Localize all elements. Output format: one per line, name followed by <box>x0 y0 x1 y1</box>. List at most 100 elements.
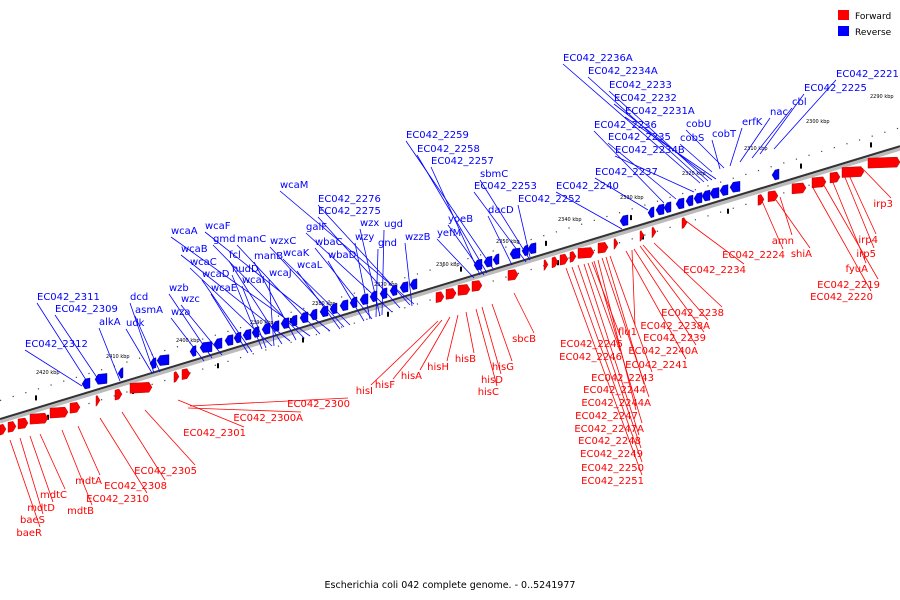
leader-line <box>565 267 643 476</box>
reverse-gene <box>233 331 242 344</box>
leader-line <box>77 425 101 476</box>
leader-line <box>479 179 531 261</box>
leader-line <box>54 314 101 383</box>
tick-label: 2340 kbp <box>558 217 582 223</box>
tick-label: 2400 kbp <box>176 338 200 344</box>
forward-gene-label-mdtd: mdtD <box>27 503 55 514</box>
reverse-gene <box>319 305 329 318</box>
tick-label: 2420 kbp <box>36 370 60 376</box>
leader-line <box>187 407 302 413</box>
reverse-gene-label-cobt: cobT <box>712 129 737 140</box>
leader-line <box>129 302 155 374</box>
reverse-gene-label-wzc: wzc <box>181 294 200 305</box>
reverse-gene-label-wcai: wcaI <box>242 275 265 286</box>
leader-line <box>609 255 653 373</box>
reverse-gene <box>261 323 271 335</box>
reverse-gene-label-wcad: wcaD <box>202 269 230 280</box>
reverse-gene-label-wcaf: wcaF <box>205 221 231 232</box>
leader-line <box>125 328 153 374</box>
leader-line <box>639 245 705 333</box>
forward-gene-label-ec042-2241: EC042_2241 <box>625 360 688 371</box>
tick-mark <box>460 266 462 272</box>
leader-line <box>180 254 291 342</box>
tick-label: 2370 kbp <box>374 282 398 288</box>
forward-gene-label-ec042-2219: EC042_2219 <box>817 280 880 291</box>
reverse-gene <box>473 258 483 271</box>
reverse-gene <box>771 168 780 181</box>
leader-line <box>487 215 513 266</box>
reverse-gene <box>213 337 223 350</box>
leader-line <box>24 349 83 387</box>
reverse-gene-label-yefm: yefM <box>437 228 461 239</box>
reverse-gene-label-wcaj: wcaJ <box>269 268 292 279</box>
forward-gene <box>129 382 153 394</box>
forward-gene-label-ec042-2239: EC042_2239 <box>643 333 706 344</box>
leader-line <box>241 285 267 349</box>
forward-gene <box>181 368 191 380</box>
reverse-gene <box>509 247 521 260</box>
forward-gene-label-ec042-2234: EC042_2234 <box>683 265 746 276</box>
reverse-gene-label-cobs: cobS <box>680 133 704 144</box>
reverse-gene-label-ec042-2231a: EC042_2231A <box>625 106 695 117</box>
reverse-gene-label-sbmc: sbmC <box>480 169 508 180</box>
leader-line <box>9 439 41 528</box>
leader-line <box>773 79 837 150</box>
leader-line <box>446 314 459 362</box>
leader-line <box>36 302 89 384</box>
reverse-gene-label-ec042-2259: EC042_2259 <box>406 130 469 141</box>
reverse-gene-label-ec042-2309: EC042_2309 <box>55 304 118 315</box>
leader-line <box>180 304 223 356</box>
legend-forward-label: Forward <box>855 12 891 22</box>
tick-mark <box>302 337 304 343</box>
forward-gene <box>757 194 765 206</box>
reverse-gene-label-ec042-2235: EC042_2235 <box>608 132 671 143</box>
leader-line <box>305 232 393 313</box>
leader-line <box>594 177 649 211</box>
forward-gene-label-ec042-2248: EC042_2248 <box>578 436 641 447</box>
reverse-gene-label-wzy: wzy <box>355 232 374 243</box>
leader-line <box>775 199 811 249</box>
reverse-gene-label-asma: asmA <box>135 305 163 316</box>
reverse-gene <box>409 278 418 290</box>
leader-line <box>404 242 413 307</box>
forward-gene <box>173 371 180 383</box>
reverse-gene-label-wcaa: wcaA <box>171 226 198 237</box>
reverse-gene <box>117 367 124 379</box>
reverse-gene-label-wzx: wzx <box>360 218 379 229</box>
reverse-gene <box>280 317 290 329</box>
reverse-gene-label-erfk: erfK <box>742 117 763 128</box>
leader-line <box>419 316 451 371</box>
forward-gene-label-ec042-2310: EC042_2310 <box>86 494 149 505</box>
forward-gene-label-ec042-2244a: EC042_2244A <box>581 398 651 409</box>
reverse-gene-label-nudd: nudD <box>232 264 259 275</box>
reverse-gene-label-wcam: wcaM <box>280 180 308 191</box>
leader-line <box>314 247 373 320</box>
leader-line <box>685 220 745 265</box>
reverse-gene-label-ec042-2252: EC042_2252 <box>518 194 581 205</box>
tick-mark <box>387 311 389 317</box>
forward-gene <box>639 230 645 242</box>
reverse-gene <box>701 189 711 202</box>
reverse-gene <box>389 284 398 296</box>
leader-line <box>811 185 872 292</box>
reverse-gene-label-wbac: wbaC <box>315 237 343 248</box>
reverse-gene <box>199 341 213 353</box>
tick-mark <box>800 163 802 169</box>
forward-gene-label-ec042-2247: EC042_2247 <box>575 411 638 422</box>
forward-gene <box>17 417 29 430</box>
reverse-gene-label-ec042-2275: EC042_2275 <box>318 206 381 217</box>
reverse-gene <box>719 184 729 196</box>
legend: Forward Reverse <box>838 10 892 38</box>
forward-gene-label-ec042-2246: EC042_2246 <box>559 352 622 363</box>
reverse-gene <box>156 354 170 366</box>
tick-mark <box>557 260 559 266</box>
forward-gene <box>559 253 569 266</box>
reverse-gene-label-wza: wza <box>171 307 191 318</box>
reverse-gene-label-ec042-2232: EC042_2232 <box>614 93 677 104</box>
leader-line <box>608 90 709 182</box>
leader-line <box>19 437 44 515</box>
leader-line <box>613 103 713 181</box>
leader-line <box>685 129 725 169</box>
reverse-gene-label-wcab: wcaB <box>181 244 208 255</box>
